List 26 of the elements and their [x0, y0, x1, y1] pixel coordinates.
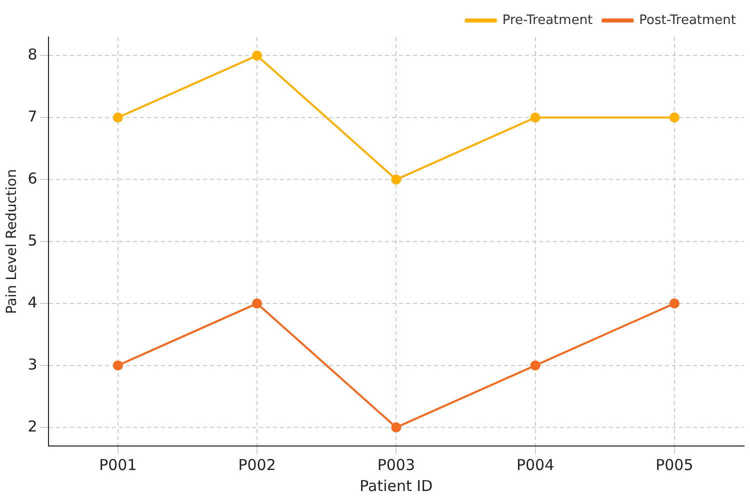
x-tick-label: P002 [238, 456, 276, 474]
y-tick-label: 6 [28, 169, 38, 188]
legend-label: Pre-Treatment [502, 12, 593, 28]
x-tick-label: P004 [516, 456, 554, 474]
y-axis-title: Pain Level Reduction [4, 169, 20, 314]
y-tick-label: 8 [28, 45, 38, 64]
y-tick-label: 4 [28, 293, 38, 312]
legend-label: Post-Treatment [639, 12, 736, 28]
point [112, 360, 123, 370]
x-tick-label: P003 [377, 456, 416, 474]
y-tick-label: 5 [28, 231, 38, 250]
point [669, 112, 680, 123]
point [669, 298, 680, 308]
point [391, 174, 402, 185]
x-tick-label: P001 [99, 456, 137, 474]
y-tick-label: 2 [28, 417, 38, 436]
x-tick-label: P005 [656, 456, 694, 474]
point [530, 112, 540, 123]
x-axis-title: Patient ID [360, 476, 433, 495]
point [391, 422, 402, 432]
y-tick-label: 7 [28, 107, 38, 126]
y-tick-label: 3 [28, 355, 38, 374]
point [530, 360, 540, 370]
point [252, 298, 262, 308]
point [112, 112, 123, 123]
point [252, 50, 262, 61]
